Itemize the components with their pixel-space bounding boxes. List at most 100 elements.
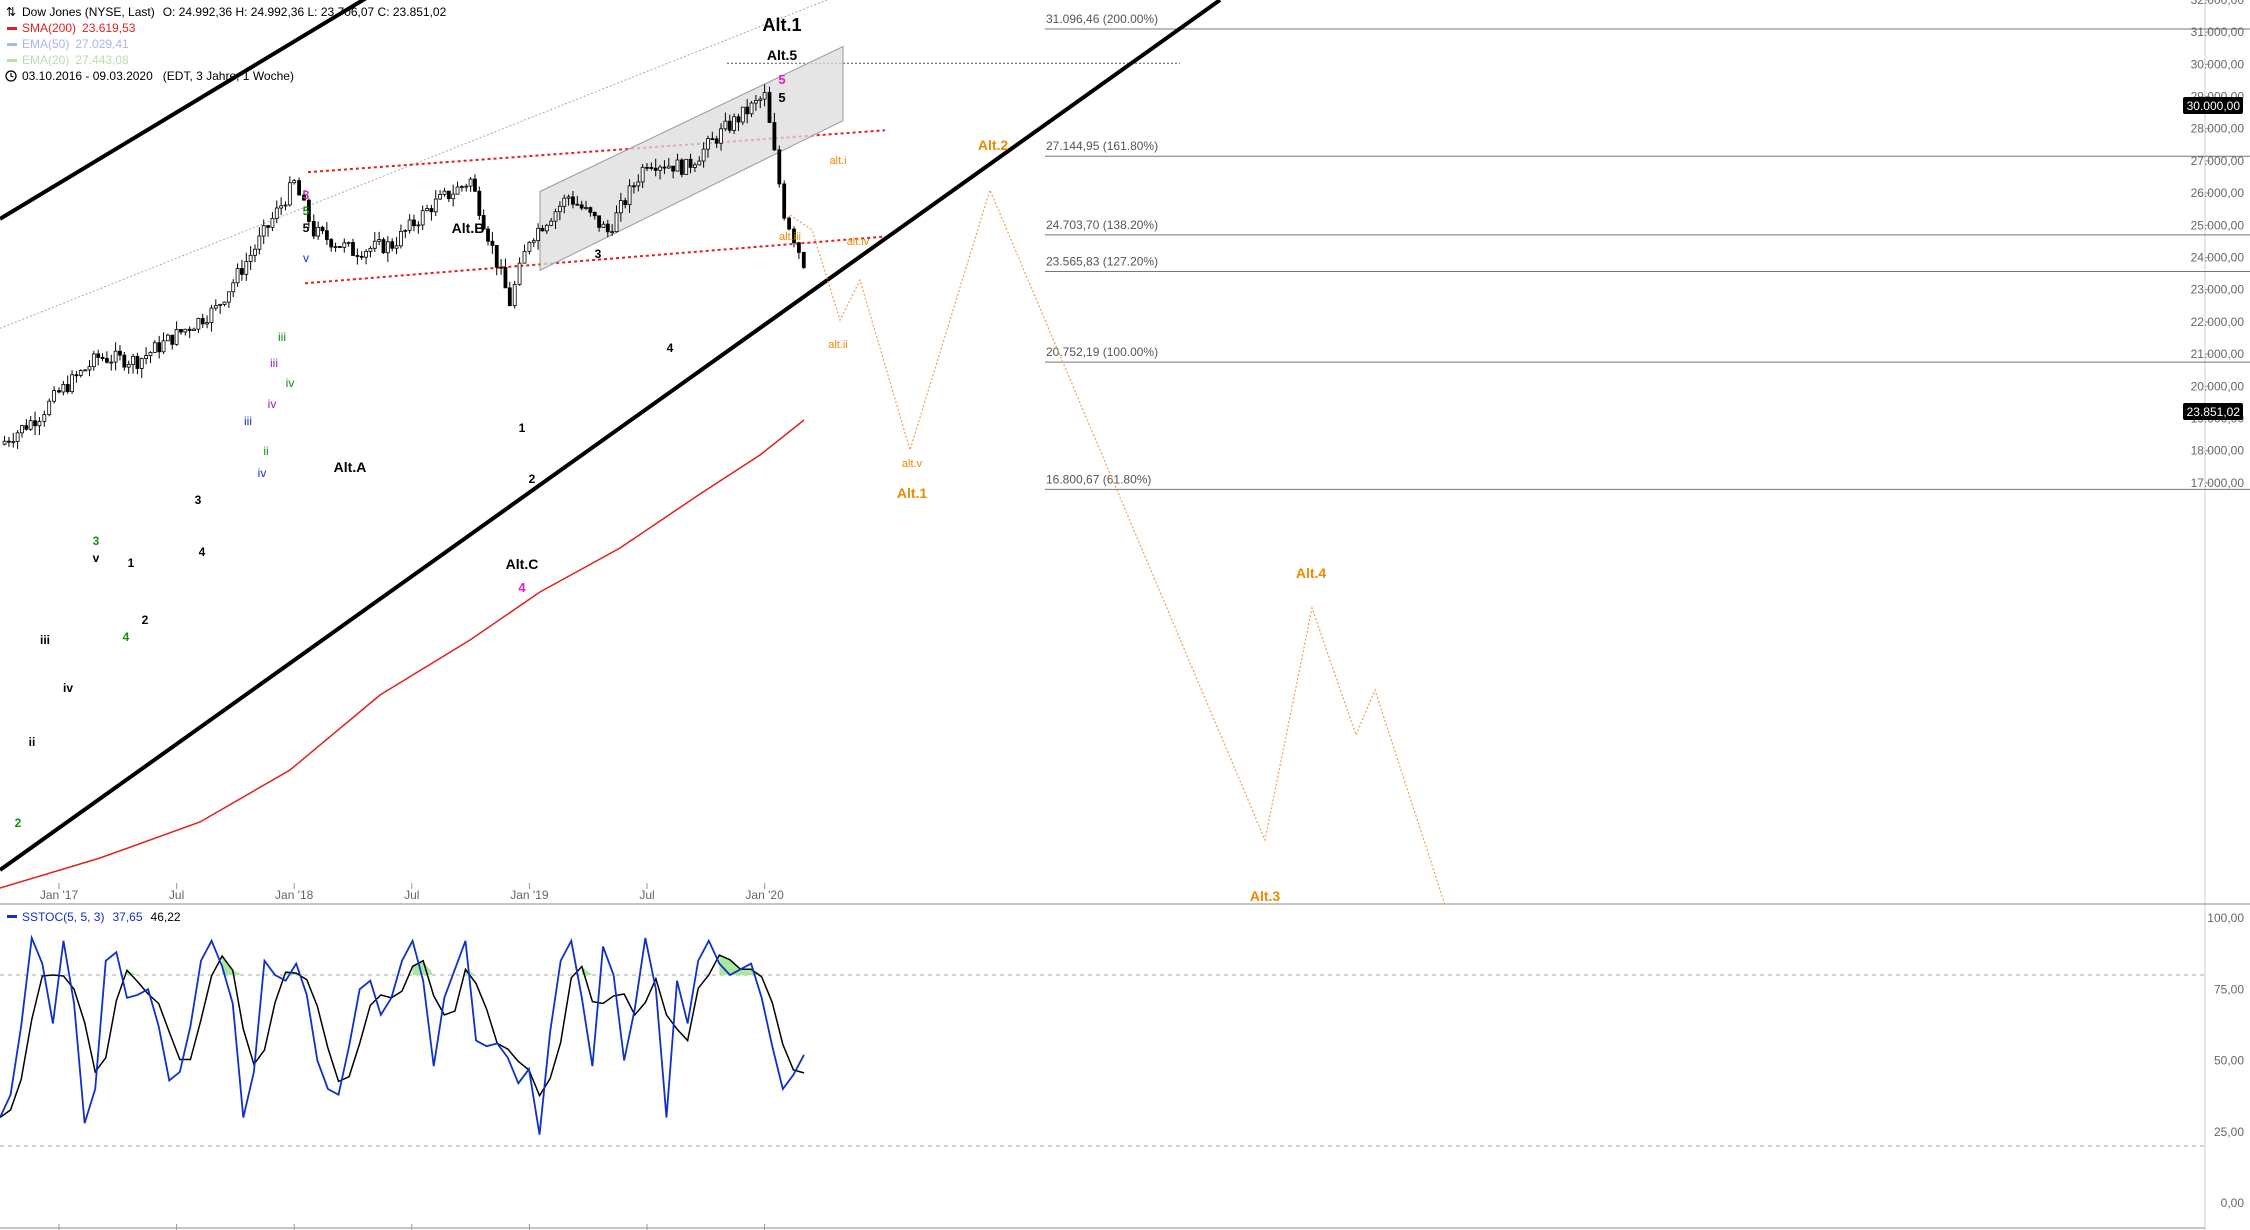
wave-labels: Alt.1 Alt.5 5 5 Alt.B Alt.A Alt.C 4 Alt.2 Alt.4 Al… bbox=[15, 15, 1327, 904]
wave-label: ii bbox=[29, 735, 36, 749]
candle-body bbox=[372, 240, 377, 249]
candle-body bbox=[105, 358, 109, 363]
clock-icon bbox=[5, 70, 17, 82]
candle-body bbox=[183, 328, 188, 333]
candles bbox=[2, 84, 806, 449]
candle-body bbox=[24, 425, 29, 430]
candle-body bbox=[47, 400, 52, 416]
candle-body bbox=[200, 318, 205, 325]
stoch-k-line bbox=[0, 934, 805, 1135]
time-tick-label: Jan '18 bbox=[275, 888, 314, 902]
candle-body bbox=[205, 322, 209, 325]
price-tick-label: 20.000,00 bbox=[2191, 379, 2245, 393]
wave-label: 4 bbox=[123, 630, 130, 644]
candle-body bbox=[549, 220, 554, 226]
candle-body bbox=[412, 219, 416, 227]
candle-body bbox=[385, 241, 390, 254]
fib-level-label: 23.565,83 (127.20%) bbox=[1046, 254, 1158, 268]
candle-body bbox=[170, 334, 175, 345]
candle-body bbox=[745, 106, 750, 115]
candle-body bbox=[65, 384, 70, 393]
wave-label: 3 bbox=[595, 247, 602, 261]
candle-body bbox=[279, 205, 284, 209]
stoch-tick-label: 25,00 bbox=[2214, 1125, 2244, 1139]
fib-levels: 31.096,46 (200.00%) 27.144,95 (161.80%) 24… bbox=[727, 12, 2250, 490]
red-triangle-lower bbox=[304, 235, 886, 285]
lower-channel-line bbox=[0, 0, 1222, 872]
candle-body bbox=[100, 356, 105, 359]
candle-body bbox=[777, 149, 782, 185]
wave-label: Alt.C bbox=[506, 556, 539, 572]
last-price-label: 23.851,02 bbox=[2187, 405, 2241, 419]
sma200-legend: SMA(200) 23.619,53 bbox=[22, 21, 136, 35]
wave-label: alt.v bbox=[902, 458, 923, 470]
last-price-tag: 23.851,02 bbox=[2183, 403, 2243, 420]
candle-body bbox=[257, 235, 262, 250]
candle-body bbox=[274, 207, 279, 219]
candle-body bbox=[28, 420, 33, 430]
wave-label: iii bbox=[278, 330, 286, 344]
price-tick-label: 17.000,00 bbox=[2191, 476, 2245, 490]
price-tick-label: 21.000,00 bbox=[2191, 347, 2245, 361]
price-tick-label: 31.000,00 bbox=[2191, 25, 2245, 39]
candle-body bbox=[316, 226, 321, 237]
candle-body bbox=[468, 178, 473, 187]
wave-label: iii bbox=[270, 356, 278, 370]
candle-body bbox=[801, 252, 806, 268]
candle-body bbox=[152, 342, 157, 353]
candle-body bbox=[575, 203, 580, 206]
candle-body bbox=[649, 167, 654, 169]
candle-body bbox=[592, 211, 597, 217]
candle-body bbox=[662, 166, 667, 169]
fib-level-label: 31.096,46 (200.00%) bbox=[1046, 12, 1158, 26]
wave-label: v bbox=[303, 251, 309, 265]
candle-body bbox=[416, 224, 421, 227]
candle-body bbox=[433, 198, 438, 213]
upper-channel-line bbox=[0, 0, 367, 221]
wave-label: Alt.1 bbox=[897, 485, 928, 501]
ema20-legend-swatch bbox=[7, 59, 17, 62]
wave-label: Alt.1 bbox=[762, 15, 801, 35]
candle-body bbox=[597, 215, 601, 228]
candle-body bbox=[244, 261, 249, 275]
candle-body bbox=[566, 196, 571, 199]
candle-body bbox=[762, 92, 767, 100]
candle-body bbox=[701, 148, 706, 162]
time-tick-label: Jan '20 bbox=[745, 888, 784, 902]
candle-body bbox=[377, 239, 382, 242]
level-30000-tag: 30.000,00 bbox=[2183, 97, 2243, 114]
date-range: 03.10.2016 - 09.03.2020 (EDT, 3 Jahre, 1 … bbox=[22, 69, 294, 83]
chart-title-icon: ⇅ bbox=[6, 5, 16, 19]
candle-body bbox=[420, 210, 425, 226]
candle-body bbox=[640, 166, 645, 183]
candle-body bbox=[446, 190, 451, 200]
candle-body bbox=[710, 138, 715, 141]
candle-body bbox=[503, 267, 508, 289]
candle-body bbox=[231, 282, 236, 293]
price-tick-label: 18.000,00 bbox=[2191, 444, 2245, 458]
trend-channels bbox=[0, 0, 1222, 872]
candle-body bbox=[486, 228, 490, 242]
candle-body bbox=[7, 440, 11, 443]
candle-body bbox=[83, 369, 88, 372]
stoch-legend-swatch bbox=[7, 915, 17, 918]
candle-body bbox=[579, 204, 584, 209]
candle-body bbox=[2, 440, 7, 445]
wave-label: 1 bbox=[128, 556, 135, 570]
candle-body bbox=[772, 122, 777, 151]
candle-body bbox=[557, 205, 562, 213]
candle-body bbox=[693, 164, 697, 168]
candle-body bbox=[632, 185, 636, 188]
candle-body bbox=[727, 120, 732, 131]
price-tick-label: 22.000,00 bbox=[2191, 315, 2245, 329]
candle-body bbox=[355, 255, 360, 257]
wave-label: alt.ii bbox=[828, 339, 848, 351]
wave-label: iv bbox=[63, 681, 73, 695]
candle-body bbox=[438, 193, 443, 200]
price-tick-label: 27.000,00 bbox=[2191, 154, 2245, 168]
candle-body bbox=[605, 223, 610, 233]
wave-label: 3 bbox=[195, 493, 202, 507]
wave-label: Alt.3 bbox=[1250, 888, 1281, 904]
candle-body bbox=[601, 223, 606, 228]
wave-label: 2 bbox=[529, 472, 536, 486]
